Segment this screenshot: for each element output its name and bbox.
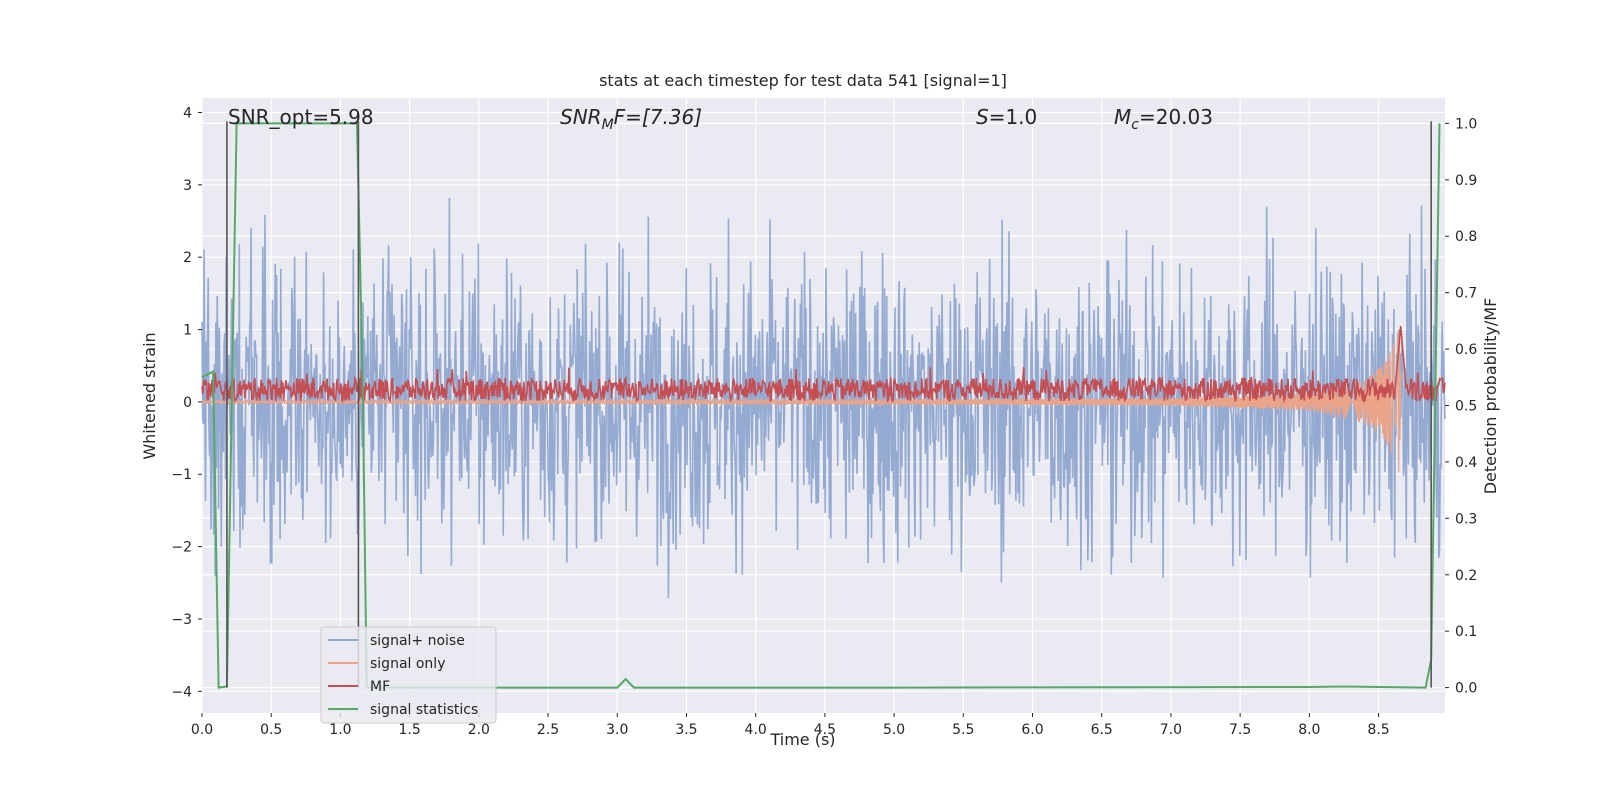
chart-title: stats at each timestep for test data 541… bbox=[599, 71, 1007, 90]
x-tick-label: 4.5 bbox=[814, 722, 836, 738]
x-tick-label: 3.0 bbox=[606, 722, 628, 738]
y-tick-label: −2 bbox=[171, 540, 192, 556]
y-tick-label: −3 bbox=[171, 612, 192, 628]
right-y-axis: 0.0 0.1 0.2 0.3 0.4 0.5 0.6 0.7 0.8 0.9 1.0 bbox=[1445, 116, 1477, 697]
legend-label-signal-statistics: signal statistics bbox=[370, 702, 478, 718]
series-layer bbox=[201, 122, 1446, 689]
x-tick-label: 5.0 bbox=[883, 722, 905, 738]
x-tick-label: 3.5 bbox=[675, 722, 697, 738]
legend: signal+ noise signal only MF signal stat… bbox=[320, 626, 497, 724]
y-axis-label: Whitened strain bbox=[140, 332, 159, 459]
legend-box bbox=[320, 626, 497, 724]
x-tick-label: 8.0 bbox=[1298, 722, 1320, 738]
x-tick-label: 7.5 bbox=[1229, 722, 1251, 738]
annotation-mc: Mc=20.03 bbox=[1114, 105, 1213, 133]
y-right-tick-label: 0.8 bbox=[1455, 229, 1477, 245]
x-tick-label: 8.5 bbox=[1367, 722, 1389, 738]
y-tick-label: −4 bbox=[171, 684, 192, 700]
series-mf bbox=[201, 326, 1446, 404]
y-right-tick-label: 0.1 bbox=[1455, 624, 1477, 640]
series-signal-noise bbox=[201, 197, 1446, 599]
y-right-tick-label: 0.7 bbox=[1455, 286, 1477, 302]
y-tick-label: 1 bbox=[183, 323, 192, 339]
x-tick-label: 0.0 bbox=[191, 722, 213, 738]
x-tick-label: 1.0 bbox=[329, 722, 351, 738]
y-right-tick-label: 0.0 bbox=[1455, 681, 1477, 697]
legend-label-signal-noise: signal+ noise bbox=[370, 633, 465, 649]
x-tick-label: 4.0 bbox=[745, 722, 767, 738]
x-tick-label: 6.5 bbox=[1091, 722, 1113, 738]
y-right-tick-label: 0.2 bbox=[1455, 568, 1477, 584]
legend-label-signal-only: signal only bbox=[370, 656, 445, 672]
x-axis-label: Time (s) bbox=[769, 730, 835, 749]
y-right-tick-label: 0.4 bbox=[1455, 455, 1477, 471]
right-y-axis-label: Detection probability/MF bbox=[1481, 298, 1500, 495]
y-right-tick-label: 1.0 bbox=[1455, 116, 1477, 132]
x-tick-label: 6.0 bbox=[1021, 722, 1043, 738]
y-tick-label: 0 bbox=[183, 395, 192, 411]
x-tick-label: 5.5 bbox=[952, 722, 974, 738]
x-tick-label: 2.0 bbox=[468, 722, 490, 738]
x-tick-label: 0.5 bbox=[260, 722, 282, 738]
y-tick-label: −1 bbox=[171, 467, 192, 483]
annotation-snr-mf: SNRMF=[7.36] bbox=[560, 105, 702, 133]
y-right-tick-label: 0.6 bbox=[1455, 342, 1477, 358]
legend-label-mf: MF bbox=[370, 679, 390, 695]
annotation-snr-opt: SNR_opt=5.98 bbox=[228, 105, 374, 129]
annotation-s: S=1.0 bbox=[976, 105, 1037, 129]
x-tick-label: 2.5 bbox=[537, 722, 559, 738]
y-right-tick-label: 0.3 bbox=[1455, 511, 1477, 527]
left-y-axis: −4 −3 −2 −1 0 1 2 3 4 bbox=[171, 105, 202, 700]
y-tick-label: 3 bbox=[183, 178, 192, 194]
y-tick-label: 2 bbox=[183, 250, 192, 266]
y-right-tick-label: 0.5 bbox=[1455, 399, 1477, 415]
vertical-markers bbox=[226, 121, 1432, 688]
y-right-tick-label: 0.9 bbox=[1455, 173, 1477, 189]
y-tick-label: 4 bbox=[183, 105, 192, 121]
x-tick-label: 7.0 bbox=[1160, 722, 1182, 738]
series-signal-only bbox=[201, 330, 1402, 473]
x-axis: 0.0 0.5 1.0 1.5 2.0 2.5 3.0 3.5 4.0 4.5 5.0 5.5 6.0 6… bbox=[191, 713, 1390, 738]
x-tick-label: 1.5 bbox=[398, 722, 420, 738]
